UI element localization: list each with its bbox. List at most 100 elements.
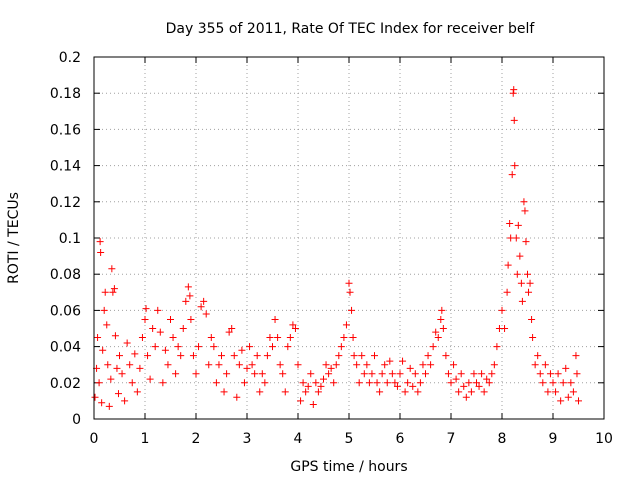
data-point — [559, 379, 567, 387]
data-point — [289, 321, 297, 329]
data-point — [256, 388, 264, 396]
data-point — [169, 334, 177, 342]
data-point — [567, 379, 575, 387]
data-point — [391, 379, 399, 387]
data-point — [146, 375, 154, 383]
data-point — [335, 352, 343, 360]
data-point — [510, 116, 518, 124]
data-point — [297, 397, 305, 405]
data-point — [419, 361, 427, 369]
data-point — [378, 370, 386, 378]
data-point — [524, 270, 531, 278]
data-point — [457, 370, 465, 378]
data-point — [434, 334, 442, 342]
data-point — [332, 361, 340, 369]
data-point — [253, 352, 261, 360]
y-tick-label: 0.16 — [50, 122, 81, 138]
data-point — [480, 388, 488, 396]
data-point — [450, 361, 458, 369]
data-point — [416, 379, 424, 387]
data-point — [263, 352, 271, 360]
data-point — [248, 361, 256, 369]
data-point — [210, 343, 218, 351]
data-point — [528, 315, 536, 323]
data-point — [330, 379, 338, 387]
data-points — [91, 86, 582, 410]
data-point — [541, 361, 549, 369]
grid — [93, 56, 605, 420]
data-point — [101, 288, 109, 296]
data-point — [509, 89, 517, 97]
data-point — [360, 370, 368, 378]
data-point — [317, 382, 325, 390]
data-point — [200, 297, 208, 305]
data-point — [444, 370, 452, 378]
data-point — [266, 334, 274, 342]
data-point — [177, 352, 185, 360]
data-point — [95, 379, 103, 387]
data-point — [467, 388, 475, 396]
data-point — [114, 390, 122, 398]
data-point — [498, 306, 506, 314]
data-point — [504, 261, 512, 269]
data-point — [350, 352, 358, 360]
x-tick-label: 5 — [345, 431, 354, 447]
data-point — [281, 388, 289, 396]
data-point — [511, 162, 519, 170]
data-point — [503, 288, 511, 296]
data-point — [225, 328, 233, 336]
data-point — [123, 339, 131, 347]
data-point — [322, 361, 330, 369]
y-tick-label: 0.02 — [50, 376, 81, 392]
y-tick-label: 0.14 — [50, 159, 81, 175]
data-point — [552, 388, 560, 396]
data-point — [488, 370, 496, 378]
data-point — [207, 334, 215, 342]
y-tick-label: 0 — [72, 412, 81, 428]
data-point — [536, 370, 544, 378]
y-tick-label: 0.1 — [59, 231, 81, 247]
data-point — [562, 364, 570, 372]
data-point — [381, 361, 389, 369]
data-point — [271, 315, 279, 323]
data-point — [447, 379, 455, 387]
data-point — [294, 361, 302, 369]
data-point — [274, 334, 282, 342]
data-point — [320, 375, 327, 383]
data-point — [218, 352, 225, 360]
data-point — [564, 393, 572, 401]
data-point — [514, 221, 522, 229]
data-point — [531, 361, 539, 369]
data-point — [534, 352, 542, 360]
data-point — [286, 334, 294, 342]
data-point — [133, 388, 141, 396]
data-point — [485, 379, 493, 387]
data-point — [223, 370, 231, 378]
data-point — [404, 379, 412, 387]
data-point — [151, 343, 159, 351]
data-point — [396, 370, 404, 378]
data-point — [522, 238, 530, 246]
data-point — [284, 343, 292, 351]
data-point — [261, 379, 269, 387]
data-point — [121, 397, 129, 405]
data-point — [118, 370, 126, 378]
data-point — [365, 379, 373, 387]
data-point — [342, 321, 350, 329]
data-point — [238, 346, 246, 354]
data-point — [348, 306, 356, 314]
data-point — [167, 315, 174, 323]
data-point — [325, 370, 333, 378]
data-point — [465, 379, 473, 387]
data-point — [376, 388, 384, 396]
data-point — [575, 397, 582, 405]
data-point — [406, 364, 414, 372]
data-point — [442, 352, 450, 360]
data-point — [107, 375, 115, 383]
data-point — [220, 388, 228, 396]
data-point — [512, 234, 520, 242]
data-point — [337, 343, 345, 351]
data-point — [349, 334, 357, 342]
data-point — [312, 379, 320, 387]
data-point — [233, 393, 241, 401]
